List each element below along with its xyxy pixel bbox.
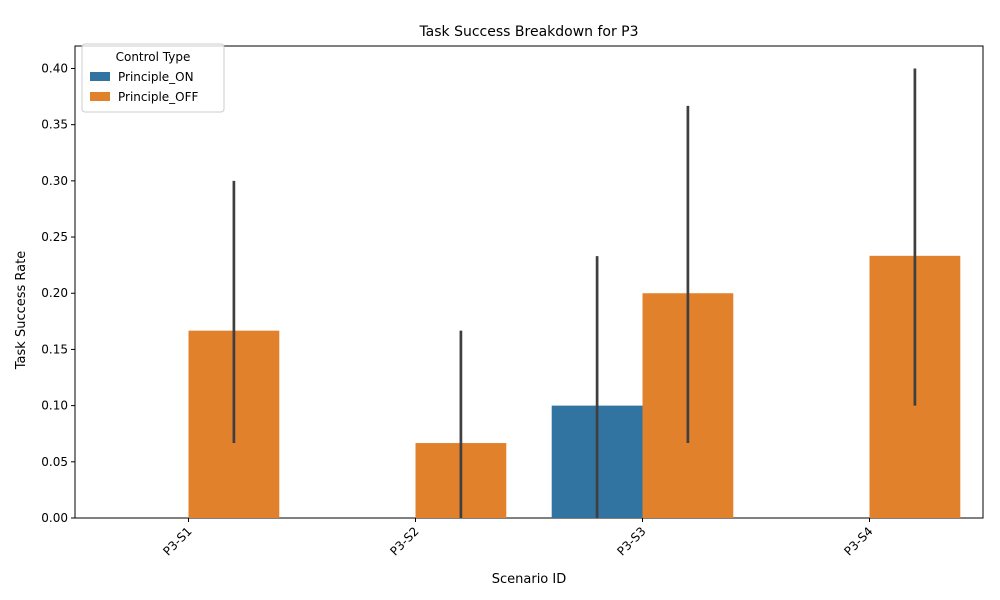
x-tick-label: P3-S2 — [387, 524, 421, 558]
legend: Control Type Principle_ON Principle_OFF — [81, 43, 225, 113]
y-axis: 0.00 0.05 0.10 0.15 0.20 0.25 0.30 0.35 0.40 — [41, 61, 75, 525]
x-axis-label: Scenario ID — [492, 572, 567, 587]
chart-title: Task Success Breakdown for P3 — [418, 24, 638, 40]
plot-frame — [74, 45, 984, 519]
x-tick-label: P3-S1 — [160, 524, 194, 558]
x-axis: P3-S1 P3-S2 P3-S3 P3-S4 — [160, 518, 876, 558]
x-tick-label: P3-S4 — [841, 524, 875, 558]
y-tick-label: 0.25 — [41, 230, 68, 244]
y-tick-label: 0.30 — [41, 174, 68, 188]
y-tick-label: 0.10 — [41, 399, 68, 413]
legend-swatch-Principle_OFF — [90, 92, 110, 101]
legend-swatch-Principle_ON — [90, 72, 110, 81]
y-tick-label: 0.35 — [41, 118, 68, 132]
error-bars — [232, 68, 917, 518]
legend-title: Control Type — [116, 50, 191, 64]
legend-box — [81, 43, 225, 113]
bars — [188, 255, 961, 518]
x-tick-label: P3-S3 — [614, 524, 648, 558]
y-axis-label: Task Success Rate — [14, 251, 29, 370]
legend-label-Principle_ON: Principle_ON — [118, 70, 194, 84]
legend-label-Principle_OFF: Principle_OFF — [118, 90, 199, 104]
y-tick-label: 0.05 — [41, 455, 68, 469]
plot-area — [74, 45, 984, 519]
y-tick-label: 0.15 — [41, 342, 68, 356]
y-tick-label: 0.00 — [41, 511, 68, 525]
y-tick-label: 0.40 — [41, 61, 68, 75]
y-tick-label: 0.20 — [41, 286, 68, 300]
